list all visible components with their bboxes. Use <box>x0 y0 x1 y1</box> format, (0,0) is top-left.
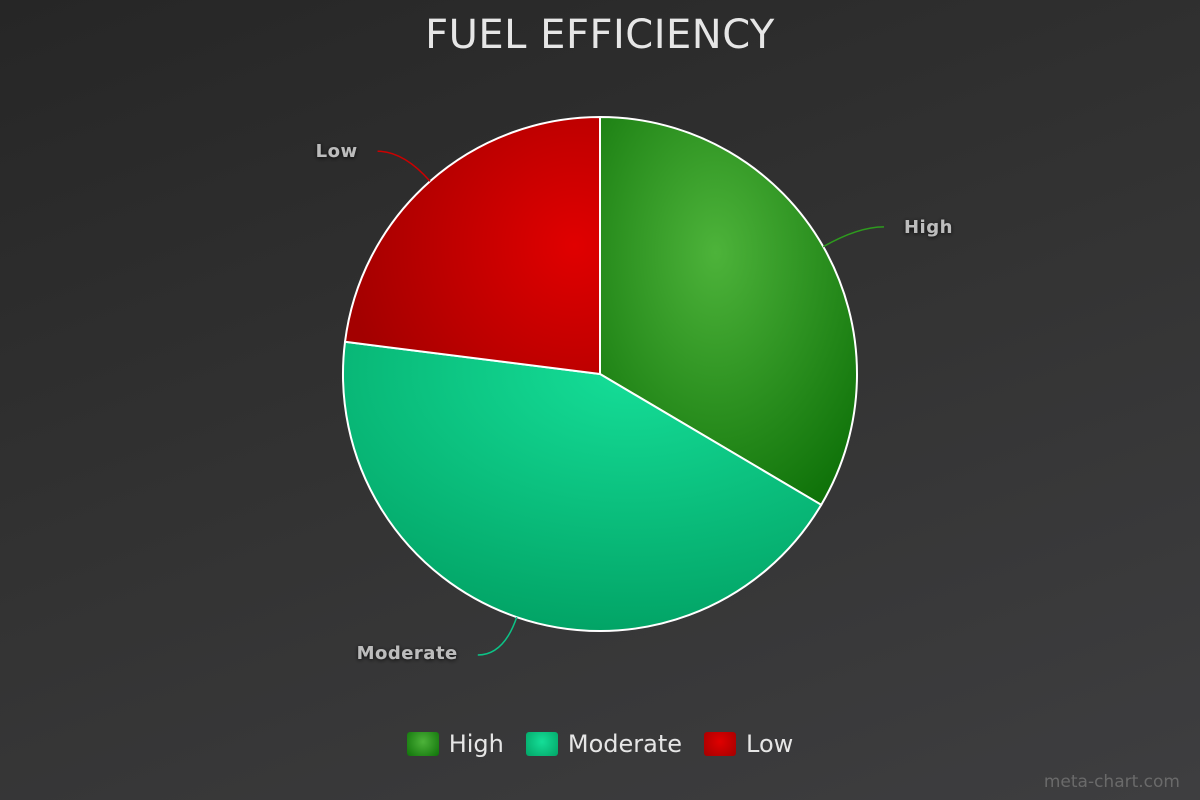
label-connector-moderate <box>477 616 518 656</box>
slice-label-low: Low <box>316 141 358 162</box>
pie-slice-high[interactable] <box>599 115 858 507</box>
pie-slice-low[interactable] <box>343 115 601 376</box>
legend-item-moderate[interactable]: Moderate <box>525 730 683 758</box>
legend: High Moderate Low <box>0 730 1200 758</box>
legend-label-moderate: Moderate <box>567 730 683 758</box>
legend-item-high[interactable]: High <box>406 730 504 758</box>
legend-label-low: Low <box>746 730 794 758</box>
legend-swatch-high <box>406 732 439 756</box>
label-connector-high <box>822 226 884 248</box>
chart-title: FUEL EFFICIENCY <box>425 12 775 58</box>
legend-label-high: High <box>448 730 504 758</box>
legend-swatch-low <box>704 732 737 756</box>
credit-watermark: meta-chart.com <box>1043 772 1180 792</box>
pie-labels: High Moderate Low <box>316 141 953 664</box>
slice-label-high: High <box>904 217 953 238</box>
label-connector-low <box>377 150 431 182</box>
slice-label-moderate: Moderate <box>357 643 458 664</box>
pie-slice-moderate[interactable] <box>342 340 823 632</box>
pie-slices <box>342 115 858 632</box>
legend-swatch-moderate <box>525 732 558 756</box>
legend-item-low[interactable]: Low <box>704 730 793 758</box>
